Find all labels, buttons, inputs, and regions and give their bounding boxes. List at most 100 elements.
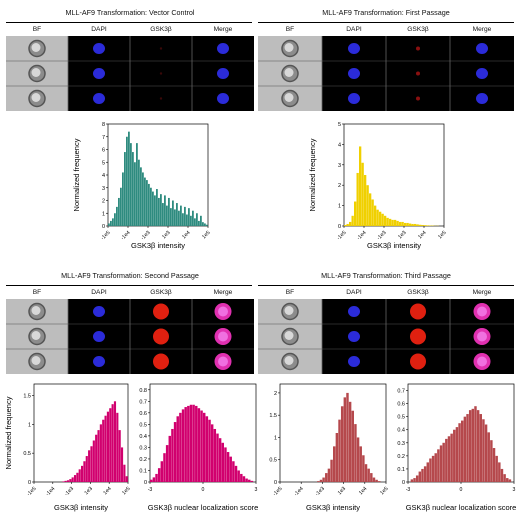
x-tick-label: -1e3	[140, 230, 152, 242]
histogram-bar	[148, 183, 150, 226]
microscopy-strip-3	[6, 299, 254, 374]
histogram-bar	[176, 203, 178, 226]
histogram-bar	[221, 442, 224, 482]
histogram-bar	[367, 468, 370, 482]
histogram-bar	[166, 205, 168, 226]
panel-title-4: MLL-AF9 Transformation: Third Passage	[321, 271, 451, 280]
histogram-bar	[434, 453, 437, 482]
histogram-bar	[81, 465, 84, 482]
histogram-bar	[503, 474, 506, 482]
histogram-bar	[461, 420, 464, 482]
histogram-bar	[463, 416, 467, 482]
histogram-bar	[322, 477, 325, 482]
histogram-bar	[138, 159, 140, 226]
histogram-bar	[450, 433, 453, 482]
histogram-bar	[160, 461, 164, 482]
col-dapi-4: DAPI	[346, 289, 362, 296]
gsk-signal	[159, 72, 163, 75]
histogram-bar	[71, 477, 74, 482]
histogram-bar	[78, 469, 81, 482]
x-tick-label: -1e3	[64, 486, 76, 498]
col-gsk-4: GSK3β	[407, 289, 429, 296]
histogram-bar	[122, 172, 124, 226]
y-tick-label: 0.5	[23, 451, 31, 457]
histogram-bar	[102, 419, 105, 482]
dapi-nucleus	[93, 306, 105, 317]
histogram-bar	[210, 424, 214, 482]
histogram-bar	[421, 468, 424, 482]
dapi-nucleus	[93, 356, 105, 367]
merge-center	[477, 331, 487, 342]
histogram-bar	[152, 477, 156, 482]
histogram-bar	[104, 415, 107, 482]
col-merge-3: Merge	[213, 289, 233, 296]
histogram-bar	[200, 410, 203, 482]
histogram-bar	[189, 404, 193, 482]
histogram-bar	[178, 210, 180, 226]
y-tick-label: 0.4	[397, 428, 405, 434]
panel-rule-4	[258, 285, 514, 286]
histogram-bar	[182, 213, 184, 226]
merge-cell	[217, 68, 229, 79]
bf-cell-center	[284, 43, 294, 52]
histogram-bar	[421, 224, 424, 226]
dapi-nucleus	[348, 331, 360, 342]
histogram-bar	[188, 208, 190, 226]
histogram-bar	[132, 152, 134, 226]
x-tick-label: 0	[460, 487, 463, 493]
histogram-bar	[198, 220, 200, 226]
histogram-bar	[76, 472, 79, 482]
histogram-bar	[384, 215, 387, 226]
histogram-bar	[375, 479, 378, 482]
dapi-nucleus	[348, 43, 360, 54]
histogram-bar	[110, 220, 112, 226]
histogram-bar	[90, 446, 93, 482]
histogram-bar	[152, 191, 154, 226]
y-tick-label: 3	[102, 186, 105, 192]
gsk-signal	[410, 328, 426, 345]
histogram-bar	[181, 409, 185, 482]
histogram-bar	[418, 471, 422, 482]
gsk-signal	[416, 71, 420, 76]
histogram-bar	[476, 410, 480, 482]
y-tick-label: 1	[28, 422, 31, 428]
x-tick-label: 1e3	[84, 486, 94, 496]
gsk-signal	[159, 97, 163, 100]
histogram-bar	[92, 440, 95, 482]
y-tick-label: 0.3	[139, 445, 147, 451]
gsk-signal	[153, 328, 169, 345]
histogram-bar	[354, 201, 357, 226]
histogram-bar	[112, 218, 114, 226]
histogram-bar	[362, 455, 365, 482]
bf-cell-center	[31, 68, 41, 77]
y-axis-label: Normalized frequency	[308, 138, 317, 211]
histogram-bar	[140, 167, 142, 226]
histogram-bar	[439, 445, 443, 482]
bf-cell-center	[31, 306, 41, 315]
histogram-bar	[406, 222, 409, 226]
histogram-bar	[366, 185, 369, 226]
histogram-bar	[196, 213, 198, 226]
y-tick-label: 0.2	[397, 454, 405, 460]
histogram-bar	[356, 437, 360, 482]
histogram-bar	[506, 478, 509, 482]
x-tick-label: 1e5	[201, 230, 211, 240]
bf-cell-center	[284, 68, 294, 77]
x-tick-label: -1e3	[314, 486, 326, 498]
merge-center	[218, 331, 228, 342]
x-tick-label: 1e4	[358, 486, 368, 496]
y-tick-label: 0.6	[397, 402, 405, 408]
histogram-bar	[386, 217, 389, 226]
histogram-bar	[206, 224, 208, 226]
col-gsk-2: GSK3β	[407, 26, 429, 33]
histogram-bar	[484, 424, 488, 482]
y-tick-label: 4	[102, 173, 105, 179]
bf-cell-center	[31, 331, 41, 340]
histogram-bar	[158, 197, 160, 226]
dapi-nucleus	[348, 306, 360, 317]
y-tick-label: 0	[402, 480, 405, 486]
gsk-signal	[416, 96, 420, 101]
histogram-bar	[172, 200, 174, 226]
histogram-bar	[325, 473, 328, 482]
histogram-bar	[396, 220, 399, 226]
